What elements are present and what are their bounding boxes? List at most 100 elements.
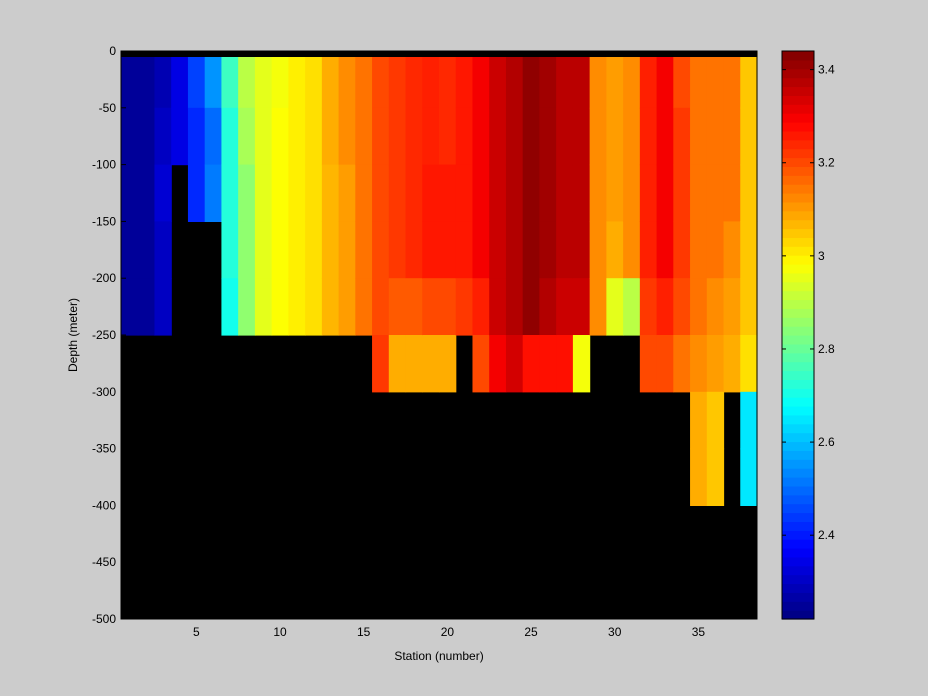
heatmap-cell <box>221 278 239 336</box>
heatmap-cell <box>539 335 557 393</box>
heatmap-cell <box>639 221 658 279</box>
y-tick-label: -500 <box>92 612 116 626</box>
heatmap-cell <box>372 164 390 222</box>
heatmap-cell <box>439 278 457 336</box>
heatmap-cell <box>522 51 541 109</box>
colorbar-segment <box>782 139 814 150</box>
y-tick-label: -150 <box>92 214 116 228</box>
heatmap-cell <box>238 107 256 166</box>
heatmap-cell <box>673 107 691 166</box>
heatmap-cell <box>321 164 340 222</box>
heatmap-cell <box>706 221 725 279</box>
y-tick-label: -450 <box>92 555 116 569</box>
heatmap-cell <box>121 221 139 279</box>
heatmap-cell <box>572 107 591 166</box>
colorbar-segment <box>782 272 814 283</box>
heatmap-cell <box>388 107 407 166</box>
heatmap-cell <box>405 335 423 393</box>
heatmap-cell <box>539 221 557 279</box>
y-tick-label: -250 <box>92 328 116 342</box>
y-tick-label: -350 <box>92 442 116 456</box>
heatmap-cell <box>472 335 490 393</box>
heatmap-cell <box>355 164 373 222</box>
heatmap-cell <box>422 51 440 109</box>
heatmap-cell <box>656 107 674 166</box>
heatmap-cell <box>706 164 725 222</box>
x-tick-label: 15 <box>357 625 371 639</box>
colorbar-segment <box>782 308 814 318</box>
colorbar-tick-label: 3.2 <box>818 156 835 170</box>
heatmap-cell <box>489 107 507 166</box>
colorbar-segment <box>782 290 814 301</box>
heatmap-cell <box>305 107 323 166</box>
colorbar-segment <box>782 477 814 487</box>
heatmap-cell <box>121 51 139 109</box>
heatmap-cell <box>422 164 440 222</box>
y-tick-label: -300 <box>92 385 116 399</box>
colorbar-segment <box>782 530 814 540</box>
heatmap-cell <box>639 278 658 336</box>
heatmap-cell <box>154 164 172 222</box>
colorbar-segment <box>782 77 814 88</box>
colorbar-segment <box>782 414 814 425</box>
heatmap-cell <box>439 335 457 393</box>
surface-line <box>121 51 757 57</box>
heatmap-cell <box>455 278 474 336</box>
colorbar-tick-label: 3 <box>818 249 825 263</box>
heatmap-cell <box>305 278 323 336</box>
heatmap-cell <box>254 221 273 279</box>
heatmap-cell <box>589 107 607 166</box>
colorbar-segment <box>782 326 814 336</box>
heatmap-cell <box>305 51 323 109</box>
heatmap-cell <box>355 107 373 166</box>
colorbar-segment <box>782 494 814 505</box>
colorbar-segment <box>782 228 814 238</box>
heatmap-cell <box>338 107 356 166</box>
heatmap-cell <box>288 51 306 109</box>
colorbar-segment <box>782 219 814 230</box>
heatmap-cell <box>221 51 239 109</box>
heatmap-cell <box>623 164 641 222</box>
colorbar-segment <box>782 468 814 478</box>
colorbar-segment <box>782 565 814 576</box>
heatmap-cell <box>355 221 373 279</box>
heatmap-cell <box>171 107 189 166</box>
heatmap-cell <box>723 335 741 393</box>
heatmap-cell <box>405 107 423 166</box>
y-tick-label: -50 <box>99 101 117 115</box>
heatmap-cell <box>489 335 507 393</box>
heatmap-cell <box>589 221 607 279</box>
heatmap-cell <box>271 51 289 109</box>
heatmap-cell <box>372 221 390 279</box>
heatmap-cell <box>137 107 156 166</box>
heatmap-cell <box>489 51 507 109</box>
x-tick-label: 5 <box>193 625 200 639</box>
heatmap-cell <box>372 335 390 393</box>
x-tick-label: 35 <box>692 625 706 639</box>
heatmap-cell <box>623 51 641 109</box>
heatmap-cell <box>656 164 674 222</box>
colorbar-segment <box>782 610 814 620</box>
heatmap-cell <box>271 278 289 336</box>
heatmap-cell <box>204 164 223 222</box>
colorbar-tick-label: 2.4 <box>818 528 835 542</box>
heatmap-cell <box>740 391 758 450</box>
heatmap-cell <box>572 221 591 279</box>
heatmap-cell <box>338 164 356 222</box>
heatmap-cell <box>539 51 557 109</box>
heatmap-cell <box>472 107 490 166</box>
colorbar-segment <box>782 317 814 327</box>
heatmap-cell <box>589 278 607 336</box>
colorbar-segment <box>782 503 814 514</box>
colorbar-segment <box>782 166 814 176</box>
colorbar-segment <box>782 193 814 203</box>
x-tick-label: 30 <box>608 625 622 639</box>
x-axis-label: Station (number) <box>394 649 483 663</box>
heatmap-cell <box>740 221 758 279</box>
x-tick-label: 25 <box>524 625 538 639</box>
heatmap-cell <box>288 278 306 336</box>
heatmap-cell <box>254 164 273 222</box>
heatmap-cell <box>388 221 407 279</box>
heatmap-cell <box>288 164 306 222</box>
heatmap-cell <box>489 164 507 222</box>
